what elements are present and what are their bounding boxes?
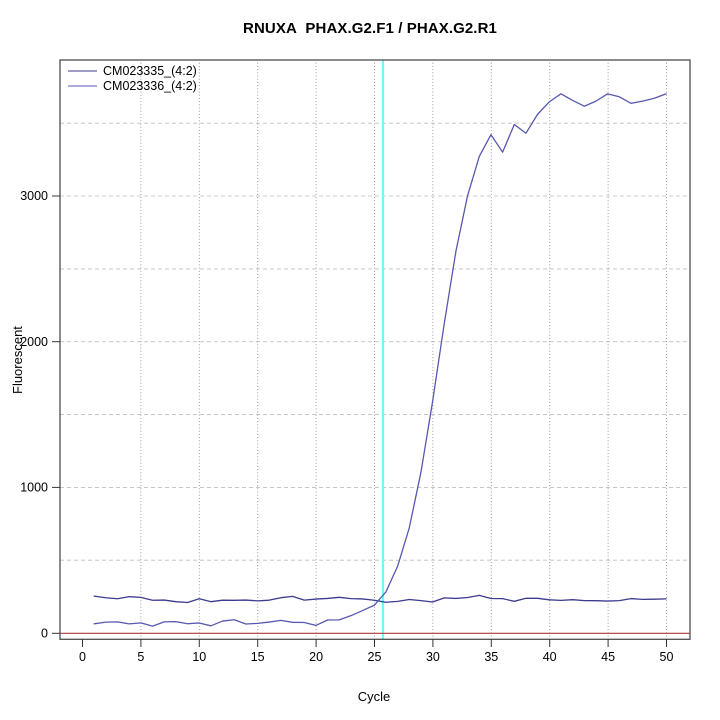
svg-text:5: 5: [137, 650, 144, 664]
svg-text:45: 45: [601, 650, 615, 664]
svg-text:30: 30: [426, 650, 440, 664]
svg-text:1000: 1000: [20, 481, 48, 495]
svg-text:0: 0: [41, 627, 48, 641]
svg-text:25: 25: [368, 650, 382, 664]
svg-text:20: 20: [309, 650, 323, 664]
svg-text:15: 15: [251, 650, 265, 664]
svg-text:CM023336_(4:2): CM023336_(4:2): [103, 79, 197, 93]
svg-text:40: 40: [543, 650, 557, 664]
svg-text:0: 0: [79, 650, 86, 664]
svg-text:35: 35: [484, 650, 498, 664]
svg-text:3000: 3000: [20, 189, 48, 203]
svg-text:10: 10: [192, 650, 206, 664]
svg-text:CM023335_(4:2): CM023335_(4:2): [103, 64, 197, 78]
svg-text:50: 50: [660, 650, 674, 664]
